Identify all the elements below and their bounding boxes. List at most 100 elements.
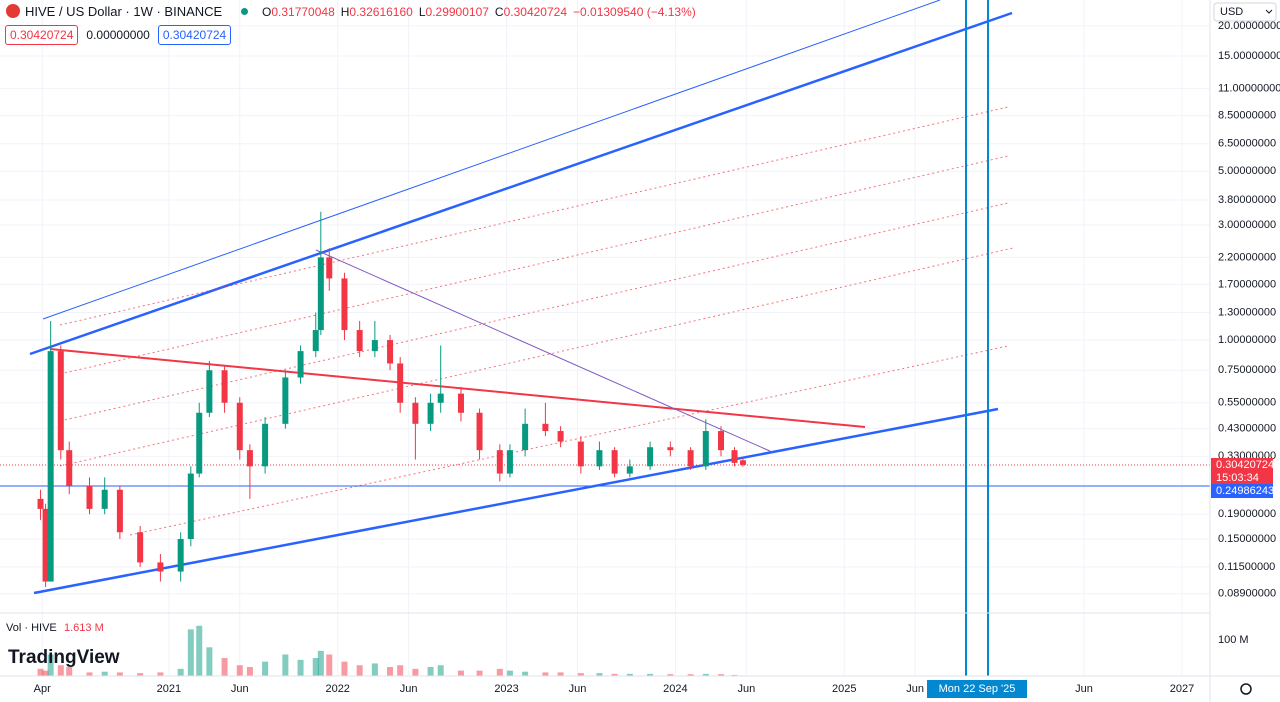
channel-line xyxy=(42,0,941,320)
y-tick-label: 5.00000000 xyxy=(1218,165,1276,177)
volume-bar xyxy=(496,668,503,676)
volume-value: 1.613 M xyxy=(64,622,104,634)
order-box: 0.30420724 xyxy=(157,25,232,45)
candle-body xyxy=(47,351,54,582)
currency[interactable]: USD xyxy=(1220,6,1243,18)
y-tick-label: 15.00000000 xyxy=(1218,50,1280,62)
candle-body xyxy=(739,460,746,465)
crosshair-label: Mon 22 Sep '25 xyxy=(939,683,1016,695)
candle-body xyxy=(86,485,93,509)
candle-body xyxy=(187,473,194,540)
candle-body xyxy=(221,370,228,403)
candle-body xyxy=(236,402,243,451)
candle-body xyxy=(542,423,549,432)
volume-tick-label: 100 M xyxy=(1218,634,1249,646)
candle-body xyxy=(137,532,144,563)
volume-bar xyxy=(262,661,269,676)
candle-body xyxy=(596,450,603,467)
line-price-badge xyxy=(1211,484,1273,498)
candle-body xyxy=(476,412,483,451)
candle-body xyxy=(557,431,564,442)
candle-body xyxy=(577,441,584,467)
volume-bar xyxy=(66,667,73,676)
y-tick-label: 8.50000000 xyxy=(1218,110,1276,122)
y-tick-label: 0.43000000 xyxy=(1218,422,1276,434)
candles xyxy=(37,211,746,677)
volume-bar xyxy=(47,654,54,676)
channel-line xyxy=(33,407,999,595)
volume-bar xyxy=(557,672,564,676)
candle-body xyxy=(157,562,164,572)
ohlc-key: L xyxy=(418,5,426,19)
volume-bar xyxy=(57,665,64,676)
dropdown-icon[interactable] xyxy=(1265,9,1273,14)
candle-body xyxy=(326,257,333,279)
volume-bar xyxy=(626,673,633,676)
y-tick-label: 0.19000000 xyxy=(1218,508,1276,520)
y-tick-label: 2.20000000 xyxy=(1218,251,1276,263)
volume-bar xyxy=(206,647,213,676)
currency-select[interactable] xyxy=(1213,2,1277,22)
time-axis xyxy=(0,676,1210,702)
candle-body xyxy=(297,351,304,378)
volume-bar xyxy=(187,629,194,676)
candle-body xyxy=(397,363,404,403)
y-tick-label: 1.00000000 xyxy=(1218,334,1276,346)
y-tick-label: 0.08900000 xyxy=(1218,588,1276,600)
ohlc-key: H xyxy=(340,5,350,19)
volume-bar xyxy=(196,625,203,676)
channel-line xyxy=(29,11,1013,356)
candle-body xyxy=(427,402,434,424)
volume-bar xyxy=(326,654,333,676)
volume-bar xyxy=(157,672,164,676)
settings-icon[interactable] xyxy=(1240,683,1252,695)
volume-bar xyxy=(297,659,304,676)
symbol-logo xyxy=(6,4,20,18)
line-price: 0.24986243 xyxy=(1216,485,1274,497)
candle-body xyxy=(262,423,269,467)
candle-body xyxy=(457,393,464,413)
axes: 20.00000000 15.00000000 11.00000000 8.50000… xyxy=(34,20,1280,695)
x-tick-label: Apr xyxy=(34,683,51,695)
volume-bar xyxy=(116,672,123,676)
volume-bar xyxy=(522,671,529,676)
volume-bar xyxy=(221,658,228,676)
volume-bar xyxy=(137,673,144,676)
grid xyxy=(0,0,1210,676)
volume-bar xyxy=(86,672,93,676)
volume-bar xyxy=(687,674,694,676)
volume-bar xyxy=(341,661,348,676)
candle-body xyxy=(196,412,203,474)
order-box: 0.30420724 xyxy=(5,25,79,45)
volume-bar xyxy=(542,672,549,676)
x-tick-label: 2027 xyxy=(1170,683,1194,695)
candle-body xyxy=(437,393,444,403)
candle-body xyxy=(611,450,618,474)
y-tick-label: 1.30000000 xyxy=(1218,306,1276,318)
candle-body xyxy=(371,340,378,352)
candle-body xyxy=(667,447,674,451)
ohlc-value: 0.30420724 xyxy=(503,5,567,19)
volume-title: Vol · HIVE xyxy=(6,622,57,634)
parallel-line xyxy=(59,155,1009,375)
candle-body xyxy=(341,278,348,331)
order-boxes: 0.30420724 0.00000000 0.30420724 xyxy=(5,25,234,45)
y-tick-label: 3.80000000 xyxy=(1218,194,1276,206)
volume-bar xyxy=(702,673,709,676)
ohlc-value: 0.29900107 xyxy=(425,5,489,19)
candle-body xyxy=(356,330,363,352)
y-tick-label: 0.75000000 xyxy=(1218,364,1276,376)
x-tick-label: Jun xyxy=(569,683,587,695)
y-tick-label: 0.11500000 xyxy=(1218,561,1275,573)
last-price: 0.30420724 xyxy=(1216,459,1274,471)
trend-line xyxy=(49,348,866,428)
ohlc-legend: O0.31770048 H0.32616160 L0.29900107 C0.3042… xyxy=(262,5,696,19)
y-tick-label: 3.00000000 xyxy=(1218,219,1276,231)
candle-body xyxy=(687,450,694,467)
candle-body xyxy=(412,402,419,424)
volume-bar xyxy=(317,650,324,676)
volume-bar xyxy=(667,674,674,676)
candle-body xyxy=(312,330,319,352)
candle-body xyxy=(496,450,503,474)
